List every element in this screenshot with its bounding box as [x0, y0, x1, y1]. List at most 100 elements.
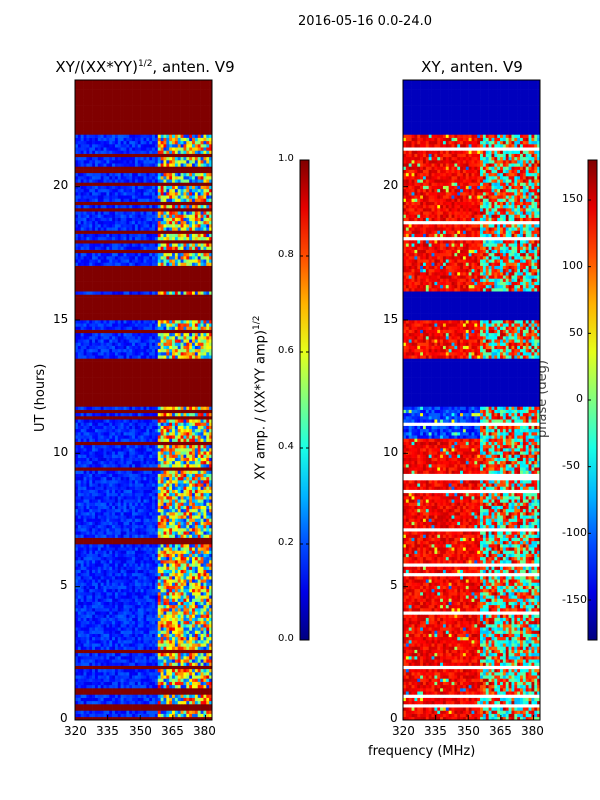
- amp-heatmap-cell: [183, 454, 186, 458]
- amp-heatmap-cell: [169, 698, 172, 702]
- amp-heatmap-cell: [183, 656, 186, 660]
- amp-heatmap-cell: [89, 576, 92, 580]
- amp-heatmap-cell: [201, 685, 204, 689]
- amp-heatmap-cell: [172, 602, 175, 606]
- amp-heatmap-cell: [86, 646, 89, 650]
- amp-heatmap-cell: [118, 570, 121, 574]
- amp-heatmap-cell: [101, 490, 104, 494]
- amp-heatmap-cell: [86, 643, 89, 647]
- amp-heatmap-cell: [104, 570, 107, 574]
- amp-heatmap-cell: [181, 493, 184, 497]
- amp-heatmap-cell: [146, 614, 149, 618]
- amp-heatmap-cell: [198, 640, 201, 644]
- amp-heatmap-cell: [149, 560, 152, 564]
- amp-heatmap-cell: [124, 410, 127, 414]
- amp-heatmap-cell: [129, 502, 132, 506]
- amp-heatmap-cell: [189, 470, 192, 474]
- amp-heatmap-cell: [178, 413, 181, 417]
- amp-heatmap-cell: [161, 634, 164, 638]
- amp-heatmap-cell: [178, 490, 181, 494]
- amp-heatmap-cell: [138, 480, 141, 484]
- amp-heatmap-cell: [92, 550, 95, 554]
- amp-heatmap-cell: [166, 688, 169, 692]
- amp-heatmap-cell: [155, 413, 158, 417]
- amp-heatmap-cell: [135, 397, 138, 401]
- amp-heatmap-cell: [203, 470, 206, 474]
- amp-heatmap-cell: [155, 448, 158, 452]
- amp-heatmap-cell: [81, 419, 84, 423]
- amp-heatmap-cell: [169, 627, 172, 631]
- amp-heatmap-cell: [95, 445, 98, 449]
- amp-heatmap-cell: [124, 499, 127, 503]
- amp-heatmap-cell: [132, 406, 135, 410]
- amp-heatmap-cell: [141, 650, 144, 654]
- amp-heatmap-cell: [81, 534, 84, 538]
- amp-heatmap-cell: [104, 534, 107, 538]
- amp-heatmap-cell: [112, 435, 115, 439]
- amp-heatmap-cell: [95, 611, 98, 615]
- amp-heatmap-cell: [178, 438, 181, 442]
- amp-heatmap-cell: [203, 640, 206, 644]
- amp-heatmap-cell: [186, 438, 189, 442]
- amp-heatmap-cell: [206, 659, 209, 663]
- amp-heatmap-cell: [158, 544, 161, 548]
- amp-heatmap-cell: [186, 400, 189, 404]
- amp-heatmap-cell: [195, 627, 198, 631]
- amp-heatmap-cell: [152, 666, 155, 670]
- amp-heatmap-cell: [138, 541, 141, 545]
- amp-heatmap-cell: [126, 621, 129, 625]
- amp-heatmap-cell: [126, 675, 129, 679]
- amp-heatmap-cell: [166, 643, 169, 647]
- amp-heatmap-cell: [186, 701, 189, 705]
- amp-heatmap-cell: [118, 531, 121, 535]
- amp-heatmap-cell: [101, 550, 104, 554]
- amp-heatmap-cell: [118, 518, 121, 522]
- amp-heatmap-cell: [126, 464, 129, 468]
- amp-heatmap-cell: [109, 403, 112, 407]
- amp-heatmap-cell: [78, 627, 81, 631]
- amp-heatmap-cell: [84, 448, 87, 452]
- amp-heatmap-cell: [118, 634, 121, 638]
- amp-heatmap-cell: [144, 547, 147, 551]
- amp-heatmap-cell: [141, 541, 144, 545]
- amp-heatmap-cell: [132, 448, 135, 452]
- amp-heatmap-cell: [104, 496, 107, 500]
- amp-heatmap-cell: [126, 538, 129, 542]
- amp-heatmap-cell: [89, 662, 92, 666]
- amp-heatmap-cell: [175, 682, 178, 686]
- amp-heatmap-cell: [203, 448, 206, 452]
- amp-heatmap-cell: [183, 566, 186, 570]
- amp-heatmap-cell: [115, 531, 118, 535]
- amp-heatmap-cell: [92, 515, 95, 519]
- amp-heatmap-cell: [198, 637, 201, 641]
- amp-heatmap-cell: [178, 550, 181, 554]
- amp-heatmap-cell: [189, 570, 192, 574]
- amp-heatmap-cell: [115, 483, 118, 487]
- amp-heatmap-cell: [183, 554, 186, 558]
- amp-heatmap-cell: [161, 621, 164, 625]
- amp-heatmap-cell: [115, 429, 118, 433]
- amp-heatmap-cell: [98, 691, 101, 695]
- amp-heatmap-cell: [135, 525, 138, 529]
- amp-heatmap-cell: [166, 707, 169, 711]
- amp-heatmap-cell: [92, 598, 95, 602]
- amp-heatmap-cell: [198, 528, 201, 532]
- amp-heatmap-cell: [186, 480, 189, 484]
- amp-heatmap-cell: [89, 672, 92, 676]
- amp-heatmap-cell: [178, 477, 181, 481]
- amp-heatmap-cell: [81, 464, 84, 468]
- amp-heatmap-cell: [155, 656, 158, 660]
- amp-heatmap-cell: [89, 451, 92, 455]
- amp-heatmap-cell: [141, 678, 144, 682]
- amp-heatmap-cell: [206, 422, 209, 426]
- amp-heatmap-cell: [84, 416, 87, 420]
- amp-heatmap-cell: [84, 653, 87, 657]
- amp-heatmap-cell: [172, 422, 175, 426]
- amp-heatmap-cell: [141, 502, 144, 506]
- amp-heatmap-cell: [172, 394, 175, 398]
- amp-heatmap-cell: [81, 394, 84, 398]
- amp-heatmap-cell: [175, 666, 178, 670]
- amp-heatmap-cell: [172, 605, 175, 609]
- amp-heatmap-cell: [135, 598, 138, 602]
- amp-heatmap-cell: [181, 435, 184, 439]
